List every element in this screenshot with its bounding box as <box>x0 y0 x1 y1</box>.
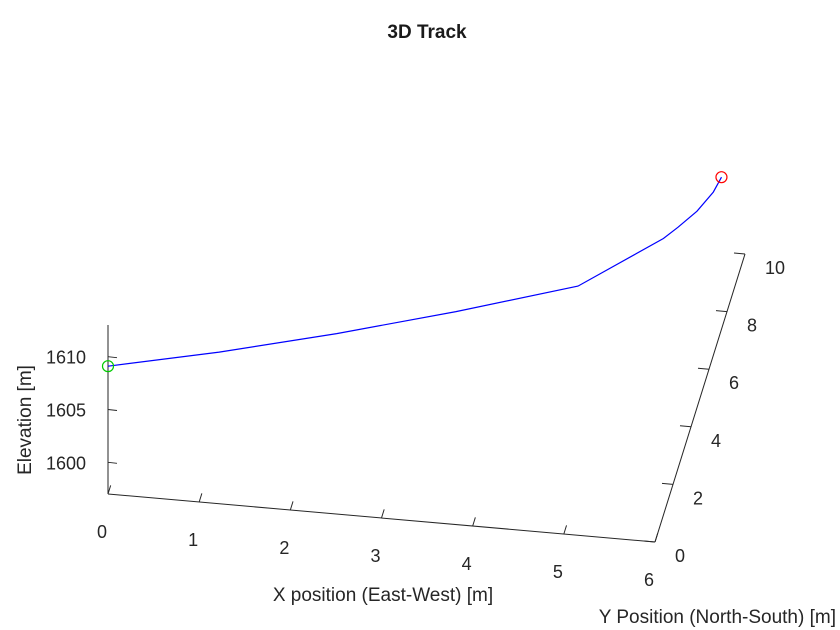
start-marker <box>101 360 115 373</box>
y-tick-label: 4 <box>711 431 721 451</box>
z-tick-label: 1605 <box>46 401 86 421</box>
tick-group: 0 1 2 3 4 5 6 0 2 4 6 8 10 1600 1605 1610 <box>46 252 785 590</box>
y-tick-label: 10 <box>765 258 785 278</box>
x-tick-mark <box>198 493 203 503</box>
y-tick-label: 0 <box>675 546 685 566</box>
x-tick-mark <box>107 485 112 495</box>
x-tick-label: 4 <box>462 554 472 574</box>
z-axis-label: Elevation [m] <box>15 365 36 475</box>
x-tick-mark <box>654 533 659 543</box>
x-tick-label: 3 <box>370 546 380 566</box>
end-marker <box>715 171 728 184</box>
y-tick-mark <box>643 540 656 543</box>
y-tick-mark <box>697 367 710 370</box>
z-tick-mark <box>107 461 118 464</box>
x-tick-label: 0 <box>97 522 107 542</box>
z-tick-mark <box>107 356 118 359</box>
track-group <box>101 171 728 373</box>
x-axis-label: X position (East-West) [m] <box>273 585 493 606</box>
y-tick-label: 2 <box>693 488 703 508</box>
x-tick-label: 6 <box>644 570 654 590</box>
y-tick-label: 8 <box>747 316 757 336</box>
y-axis-label: Y Position (North-South) [m] <box>599 607 836 628</box>
y-tick-label: 6 <box>729 373 739 393</box>
x-tick-label: 5 <box>553 562 563 582</box>
y-tick-mark <box>679 425 692 428</box>
y-tick-mark <box>715 310 728 313</box>
x-tick-mark <box>472 517 476 527</box>
track-line <box>107 176 723 367</box>
y-axis-line <box>654 253 746 543</box>
y-tick-mark <box>661 482 674 485</box>
x-tick-mark <box>381 509 385 519</box>
y-tick-mark <box>733 252 746 255</box>
x-tick-label: 1 <box>188 530 198 550</box>
z-tick-label: 1600 <box>46 453 86 473</box>
x-tick-label: 2 <box>279 538 289 558</box>
z-tick-mark <box>107 409 118 411</box>
x-tick-mark <box>563 525 567 535</box>
z-tick-label: 1610 <box>46 348 86 368</box>
x-tick-mark <box>289 501 294 511</box>
chart-title: 3D Track <box>387 22 467 43</box>
